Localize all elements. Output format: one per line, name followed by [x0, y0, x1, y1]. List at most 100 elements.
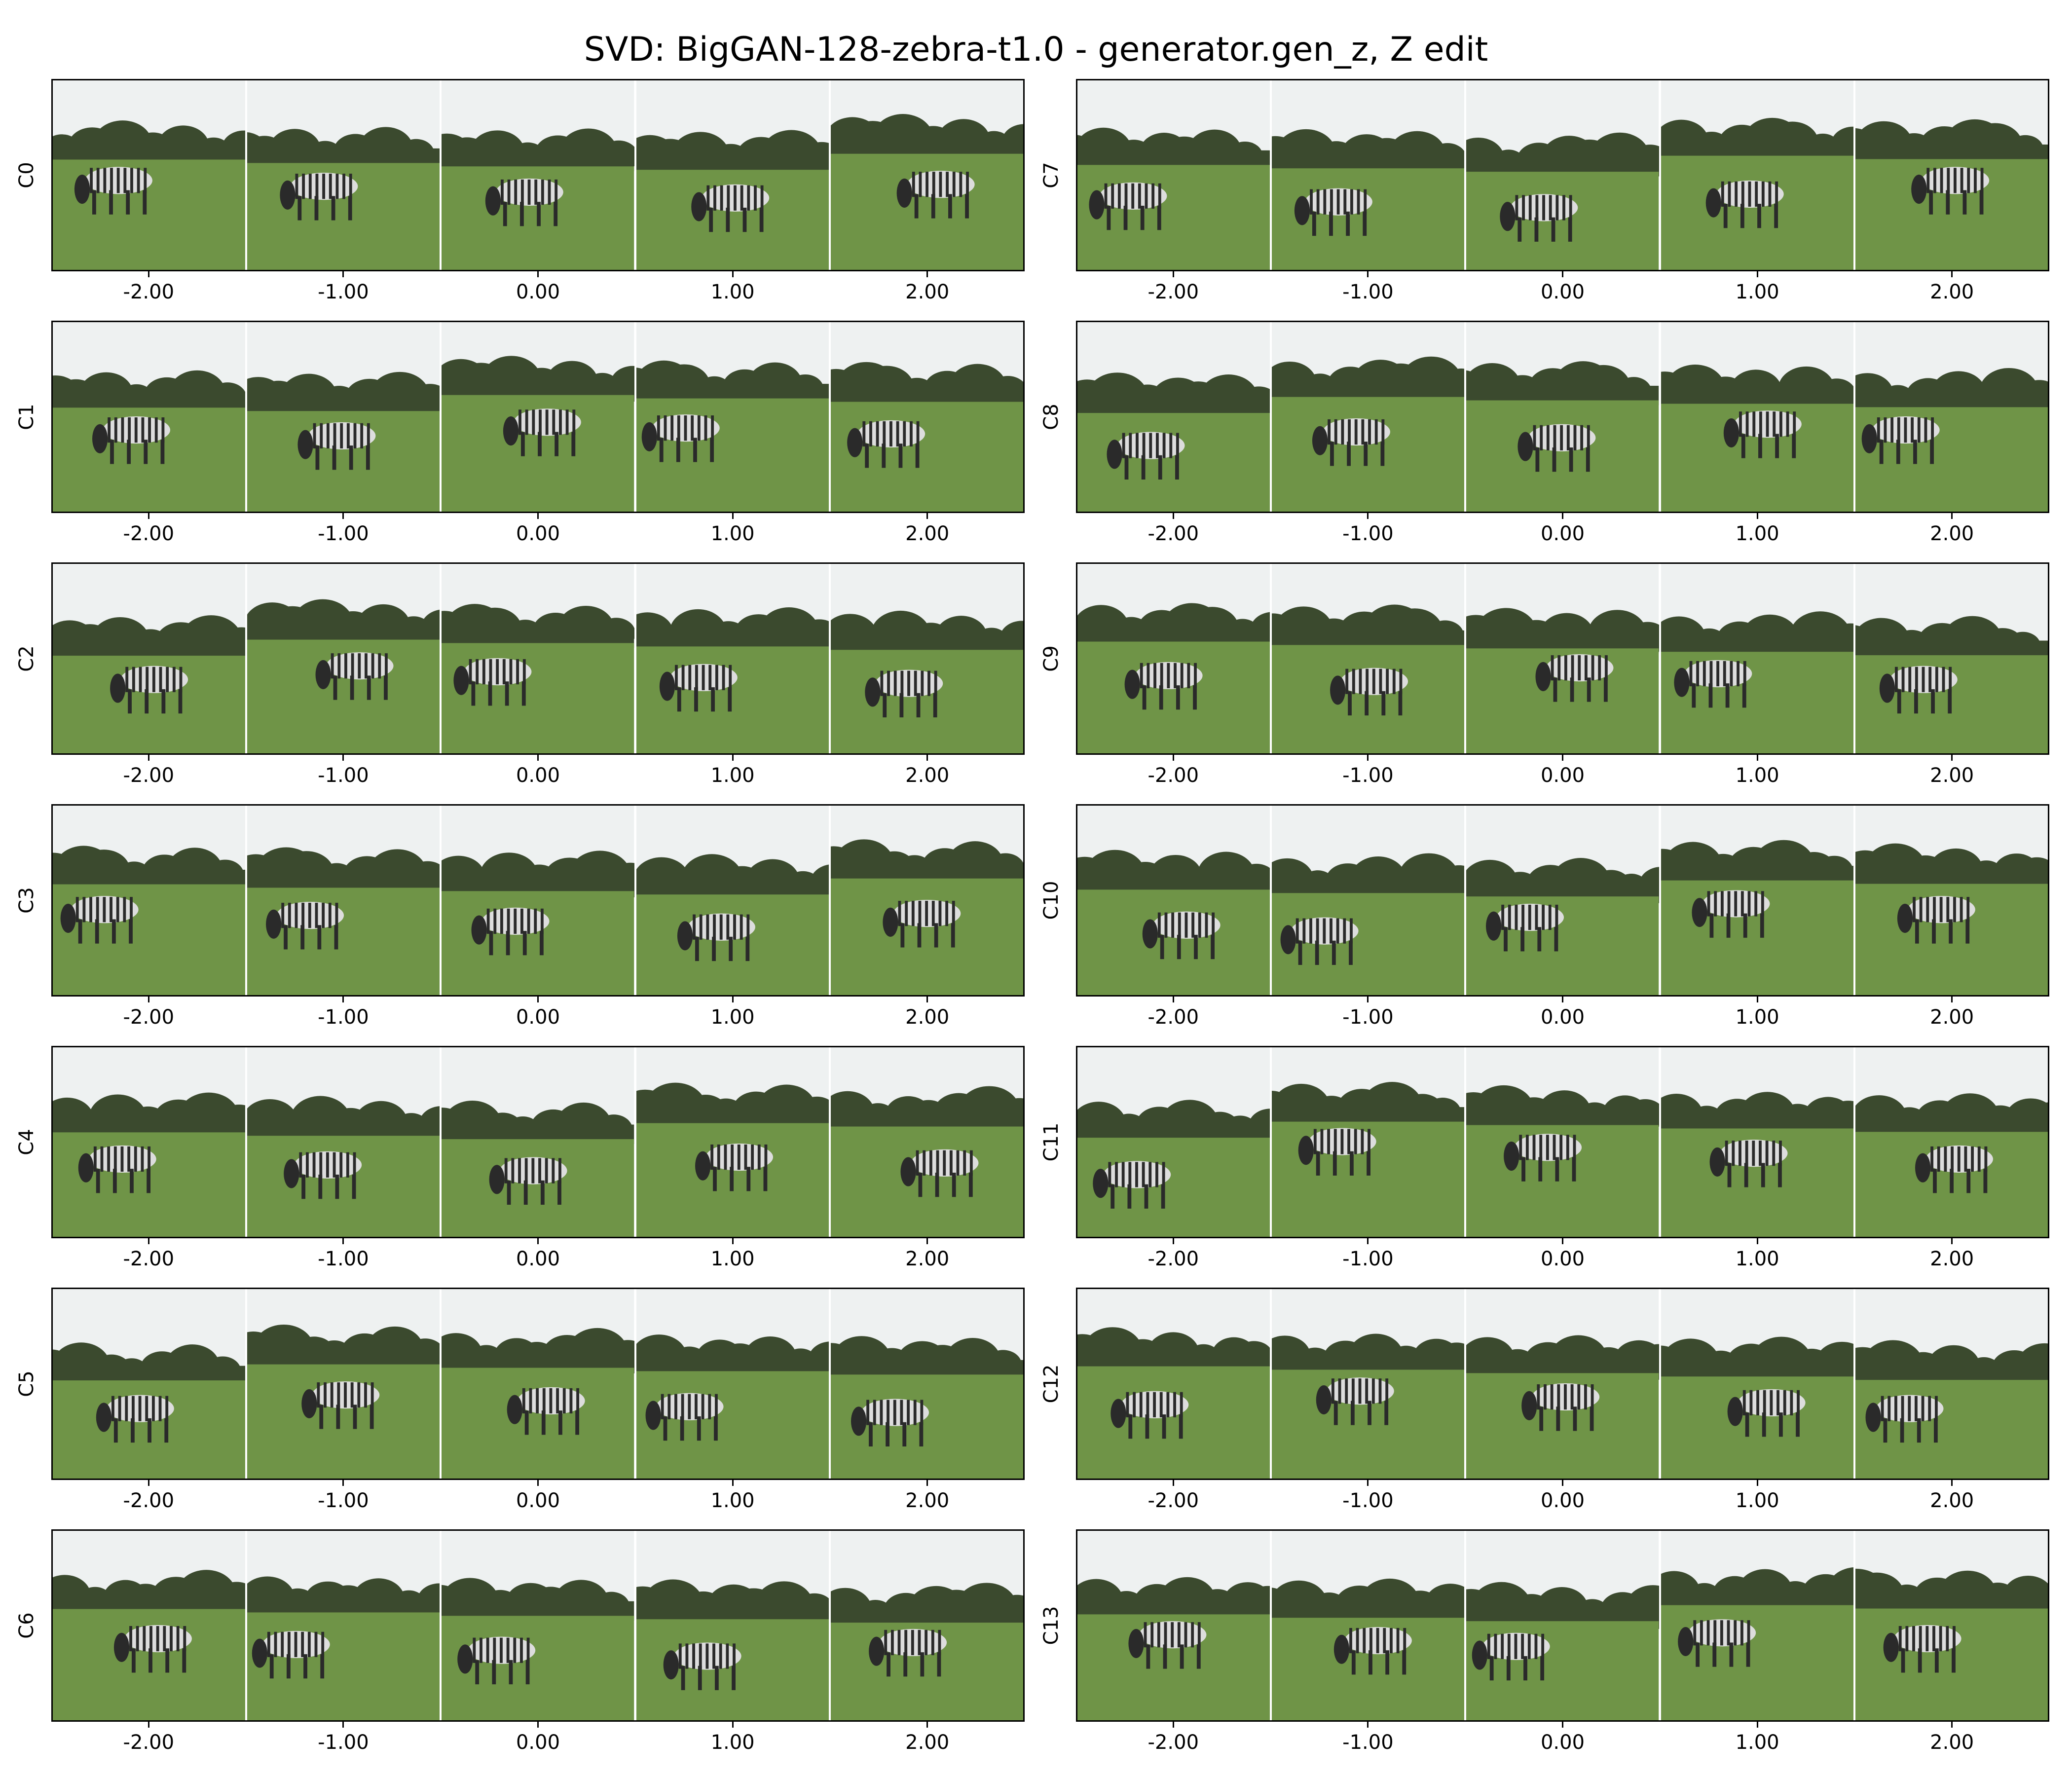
generated-image — [1466, 1047, 1659, 1237]
x-tick-label: -2.00 — [123, 1006, 175, 1029]
x-tick-label: -2.00 — [123, 1489, 175, 1512]
x-tick-label: 1.00 — [1735, 1006, 1779, 1029]
generated-image — [247, 564, 440, 753]
x-tick-mark — [342, 271, 344, 277]
x-tick-label: 0.00 — [1540, 522, 1585, 545]
x-tick-label: 2.00 — [905, 1006, 950, 1029]
generated-image — [830, 80, 1023, 270]
x-tick-mark — [1562, 1722, 1563, 1728]
x-tick-label: 1.00 — [710, 1489, 755, 1512]
generated-image — [1661, 80, 1853, 270]
generated-image — [53, 1047, 246, 1237]
x-tick-mark — [537, 271, 539, 277]
x-tick-mark — [926, 271, 928, 277]
x-tick-label: 2.00 — [905, 522, 950, 545]
generated-image — [53, 1531, 246, 1720]
x-tick-mark — [1172, 513, 1174, 519]
generated-image — [1855, 322, 2048, 512]
component-label: C5 — [15, 1370, 38, 1397]
x-tick-mark — [732, 271, 734, 277]
x-tick-mark — [1562, 513, 1563, 519]
x-tick-label: 1.00 — [1735, 1731, 1779, 1754]
x-tick-label: 0.00 — [1540, 281, 1585, 303]
x-tick-label: -1.00 — [1342, 1006, 1394, 1029]
x-tick-label: 2.00 — [1930, 522, 1974, 545]
generated-image — [830, 564, 1023, 753]
x-tick-label: 2.00 — [1930, 1489, 1974, 1512]
generated-image — [1077, 806, 1270, 995]
x-tick-label: 0.00 — [516, 522, 560, 545]
x-tick-label: -1.00 — [318, 1731, 369, 1754]
component-label: C4 — [15, 1129, 38, 1155]
x-tick-label: 2.00 — [1930, 1731, 1974, 1754]
x-tick-mark — [1172, 1722, 1174, 1728]
x-tick-label: 0.00 — [1540, 764, 1585, 787]
generated-image — [1466, 1531, 1659, 1720]
x-tick-mark — [1951, 755, 1953, 761]
x-tick-mark — [1756, 271, 1758, 277]
generated-image — [1466, 1289, 1659, 1479]
component-label: C13 — [1040, 1606, 1063, 1645]
generated-image — [1077, 1531, 1270, 1720]
x-tick-mark — [1756, 1238, 1758, 1244]
x-tick-mark — [1951, 1722, 1953, 1728]
x-tick-label: 0.00 — [1540, 1489, 1585, 1512]
x-tick-mark — [1367, 271, 1369, 277]
generated-image — [830, 1047, 1023, 1237]
generated-image — [1661, 564, 1853, 753]
generated-image — [53, 1289, 246, 1479]
component-label: C3 — [15, 887, 38, 914]
x-tick-label: -2.00 — [1147, 1489, 1199, 1512]
generated-image — [830, 1289, 1023, 1479]
generated-image — [1272, 1531, 1465, 1720]
generated-image — [830, 1531, 1023, 1720]
generated-image — [442, 1531, 634, 1720]
x-tick-label: -1.00 — [1342, 281, 1394, 303]
x-tick-label: -2.00 — [1147, 1006, 1199, 1029]
generated-image — [636, 1531, 829, 1720]
generated-image — [1855, 80, 2048, 270]
x-tick-label: -2.00 — [123, 281, 175, 303]
component-panel — [1076, 1288, 2049, 1480]
generated-image — [1466, 564, 1659, 753]
x-tick-mark — [148, 1238, 149, 1244]
x-tick-label: -2.00 — [1147, 1731, 1199, 1754]
x-tick-label: 1.00 — [710, 764, 755, 787]
x-tick-mark — [1562, 755, 1563, 761]
x-tick-label: -1.00 — [1342, 764, 1394, 787]
x-tick-mark — [537, 513, 539, 519]
component-panel — [51, 804, 1025, 997]
x-tick-label: -2.00 — [123, 522, 175, 545]
x-tick-mark — [1756, 513, 1758, 519]
x-tick-label: -1.00 — [1342, 1248, 1394, 1270]
x-tick-mark — [1172, 1238, 1174, 1244]
x-tick-label: 2.00 — [1930, 764, 1974, 787]
x-tick-label: -2.00 — [1147, 1248, 1199, 1270]
component-panel — [1076, 79, 2049, 271]
x-tick-mark — [1562, 1238, 1563, 1244]
component-label: C2 — [15, 645, 38, 672]
x-tick-mark — [1367, 755, 1369, 761]
x-tick-mark — [1172, 755, 1174, 761]
x-tick-mark — [1172, 997, 1174, 1002]
x-tick-label: 0.00 — [516, 281, 560, 303]
x-tick-label: -2.00 — [1147, 522, 1199, 545]
x-tick-mark — [1562, 1480, 1563, 1486]
component-label: C6 — [15, 1612, 38, 1639]
x-tick-mark — [1756, 1722, 1758, 1728]
component-panel — [51, 79, 1025, 271]
x-tick-mark — [537, 1238, 539, 1244]
component-panel — [51, 321, 1025, 513]
generated-image — [442, 1289, 634, 1479]
x-tick-label: -1.00 — [318, 764, 369, 787]
x-tick-mark — [1756, 755, 1758, 761]
x-tick-label: 0.00 — [1540, 1248, 1585, 1270]
x-tick-mark — [537, 755, 539, 761]
generated-image — [1855, 1531, 2048, 1720]
x-tick-mark — [1367, 1238, 1369, 1244]
x-tick-mark — [926, 1480, 928, 1486]
x-tick-mark — [1562, 997, 1563, 1002]
component-label: C9 — [1040, 645, 1063, 672]
x-tick-mark — [148, 755, 149, 761]
generated-image — [636, 1289, 829, 1479]
